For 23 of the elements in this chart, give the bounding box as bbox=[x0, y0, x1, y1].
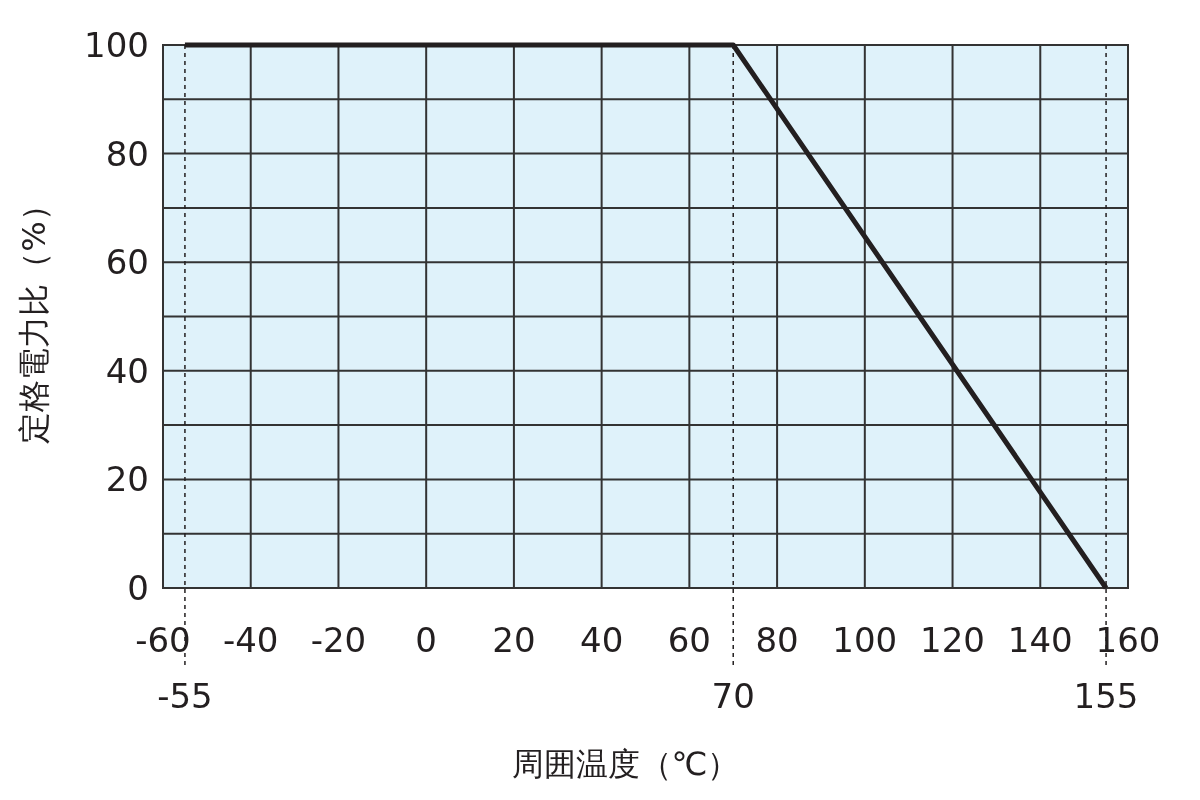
x-tick-label: 0 bbox=[415, 620, 437, 660]
y-tick-label: 40 bbox=[105, 350, 149, 391]
x-tick-label: 20 bbox=[492, 620, 536, 660]
y-tick-label: 20 bbox=[105, 459, 149, 500]
x-tick-label: -60 bbox=[135, 620, 191, 660]
x-tick-label: 160 bbox=[1095, 620, 1161, 660]
y-tick-label: 80 bbox=[105, 133, 149, 174]
x-axis-title: 周囲温度（℃） bbox=[511, 745, 740, 783]
y-tick-label: 0 bbox=[127, 568, 149, 608]
x-tick-label: -20 bbox=[310, 620, 367, 660]
x-tick-label: 80 bbox=[755, 620, 799, 660]
ref-line-label: -55 bbox=[157, 676, 213, 716]
ref-line-label: 155 bbox=[1073, 676, 1139, 716]
x-tick-label: 100 bbox=[832, 620, 898, 660]
x-tick-label: 140 bbox=[1007, 620, 1073, 660]
x-tick-label: -40 bbox=[222, 620, 279, 660]
ref-line-label: 70 bbox=[711, 676, 755, 716]
x-tick-label: 120 bbox=[920, 620, 985, 660]
x-tick-label: 40 bbox=[580, 620, 624, 660]
y-tick-label: 60 bbox=[105, 242, 149, 283]
y-axis-title: 定格電力比（%） bbox=[15, 189, 53, 444]
x-tick-label: 60 bbox=[667, 620, 711, 660]
y-tick-label: 100 bbox=[84, 25, 149, 65]
